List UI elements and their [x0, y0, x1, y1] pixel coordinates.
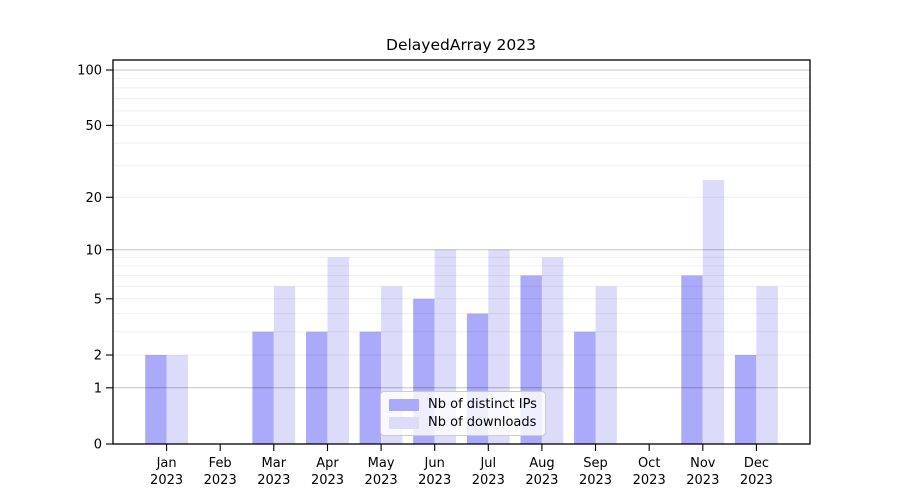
bar-downloads — [595, 286, 617, 444]
y-tick-label: 1 — [94, 381, 102, 396]
x-tick-label-month: Sep — [583, 456, 608, 471]
bar-distinct-ips — [252, 331, 274, 444]
bar-downloads — [541, 257, 564, 444]
axes-group: 0 1 2 5 10 20 50 100 Jan 2023 Feb 2023 Mar 2023 Apr 202… — [77, 59, 811, 488]
bar-distinct-ips — [145, 355, 167, 444]
x-tick-label-year: 2023 — [472, 473, 505, 488]
x-tick-label-year: 2023 — [418, 473, 451, 488]
x-tick-label-month: Aug — [529, 456, 554, 471]
bar-distinct-ips — [359, 331, 381, 444]
x-tick-label-year: 2023 — [740, 473, 773, 488]
x-tick-label-month: Jul — [479, 456, 496, 471]
chart-title: DelayedArray 2023 — [386, 36, 536, 54]
legend-swatch-distinct-ips — [389, 398, 419, 411]
x-tick-label-year: 2023 — [257, 473, 290, 488]
x-tick-label-year: 2023 — [150, 473, 183, 488]
x-tick-label-month: May — [368, 456, 395, 471]
x-tick-label-month: Mar — [262, 456, 287, 471]
bar-downloads — [702, 180, 725, 444]
legend-label-distinct-ips: Nb of distinct IPs — [428, 397, 537, 412]
x-tick-label-month: Feb — [209, 456, 232, 471]
bar-downloads — [166, 355, 188, 444]
y-tick-label: 50 — [85, 119, 102, 134]
legend-row-downloads: Nb of downloads — [389, 415, 537, 430]
x-tick-label-year: 2023 — [311, 473, 344, 488]
y-tick-label: 0 — [94, 438, 102, 453]
x-tick-label-year: 2023 — [686, 473, 719, 488]
x-tick-label-month: Nov — [690, 456, 716, 471]
bar-distinct-ips — [574, 331, 596, 444]
legend-label-downloads: Nb of downloads — [428, 415, 537, 430]
x-tick-label-month: Oct — [638, 456, 660, 471]
bar-downloads — [756, 286, 778, 444]
bar-distinct-ips — [734, 355, 757, 444]
x-tick-label-year: 2023 — [633, 473, 666, 488]
y-tick-label: 100 — [77, 64, 102, 79]
y-tick-label: 20 — [85, 191, 102, 206]
x-tick-label-month: Jun — [424, 456, 445, 471]
x-tick-label-month: Jan — [156, 456, 177, 471]
bar-distinct-ips — [306, 331, 328, 444]
bar-distinct-ips — [681, 275, 703, 444]
x-tick-label-month: Dec — [744, 456, 769, 471]
y-tick-label: 2 — [94, 349, 102, 364]
x-tick-label-year: 2023 — [204, 473, 237, 488]
y-tick-label: 10 — [85, 243, 102, 258]
chart-legend: Nb of distinct IPs Nb of downloads — [380, 391, 546, 436]
y-tick-label: 5 — [94, 292, 102, 307]
x-tick-label-year: 2023 — [525, 473, 558, 488]
bar-downloads — [327, 257, 349, 444]
legend-swatch-downloads — [389, 416, 419, 429]
x-tick-label-year: 2023 — [579, 473, 612, 488]
legend-row-distinct-ips: Nb of distinct IPs — [389, 397, 537, 412]
x-tick-label-month: Apr — [316, 456, 339, 471]
gridlines-group — [113, 69, 810, 389]
bar-downloads — [273, 286, 296, 444]
plot-border — [112, 59, 811, 445]
x-tick-label-year: 2023 — [365, 473, 398, 488]
